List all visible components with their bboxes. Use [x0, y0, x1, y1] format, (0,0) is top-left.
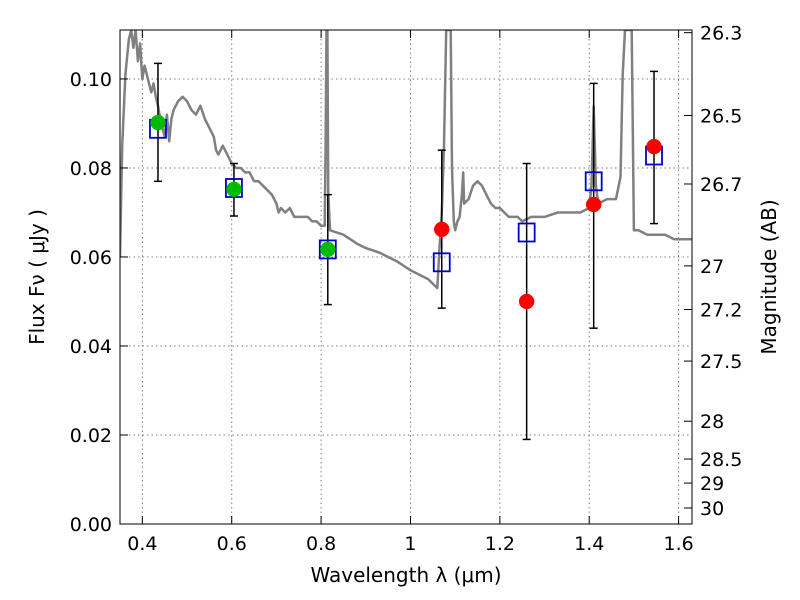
y-tick-label: 0.00: [70, 514, 112, 536]
x-tick-label: 1.6: [663, 533, 693, 555]
y2-tick-label: 28.5: [700, 449, 742, 471]
x-tick-label: 0.8: [306, 533, 336, 555]
observed-flux-point: [646, 138, 662, 155]
data-layer: [120, 30, 692, 441]
model-flux-square: [584, 171, 603, 192]
model-flux-square: [318, 239, 337, 260]
y2-tick-label: 26.7: [700, 174, 742, 196]
model-flux-square: [517, 222, 536, 243]
plot-background: [120, 30, 692, 524]
x-tick-label: 1: [404, 533, 416, 555]
y2-tick-label: 29: [700, 473, 724, 495]
model-spectrum-line: [120, 30, 692, 290]
y2-tick-label: 27: [700, 256, 724, 278]
x-tick-label: 0.6: [217, 533, 247, 555]
y2-tick-label: 26.5: [700, 105, 742, 127]
y2-tick-label: 26.3: [700, 23, 742, 45]
x-tick-label: 1.4: [574, 533, 604, 555]
y2-axis-label: Magnitude (AB): [757, 199, 781, 354]
observed-flux-point: [518, 293, 535, 310]
y-tick-label: 0.02: [70, 425, 112, 447]
x-tick-label: 1.2: [485, 533, 515, 555]
y-tick-label: 0.10: [70, 69, 112, 91]
y-tick-label: 0.04: [70, 336, 112, 358]
observed-flux-point: [320, 241, 336, 258]
y2-tick-label: 30: [700, 498, 724, 520]
plot-frame: [119, 29, 693, 525]
y2-tick-label: 27.5: [700, 351, 742, 373]
y-tick-label: 0.06: [70, 247, 112, 269]
observed-flux-point: [150, 114, 166, 131]
observed-flux-point: [434, 221, 450, 238]
model-flux-square: [432, 252, 451, 273]
x-axis-label: Wavelength λ (μm): [310, 563, 501, 587]
observed-flux-point: [585, 196, 602, 213]
axis-ticks: 0.4 0.6 0.8 1 1.2 1.4 1.6 0.00 0.02 0.04 0.06 0.08 0…: [70, 23, 743, 555]
x-tick-label: 0.4: [127, 533, 157, 555]
observed-flux-point: [226, 181, 242, 198]
y2-tick-label: 28: [700, 411, 724, 433]
y-axis-label: Flux Fν ( μJy ): [25, 209, 49, 345]
y2-tick-label: 27.2: [700, 299, 742, 321]
y-tick-label: 0.08: [70, 158, 112, 180]
